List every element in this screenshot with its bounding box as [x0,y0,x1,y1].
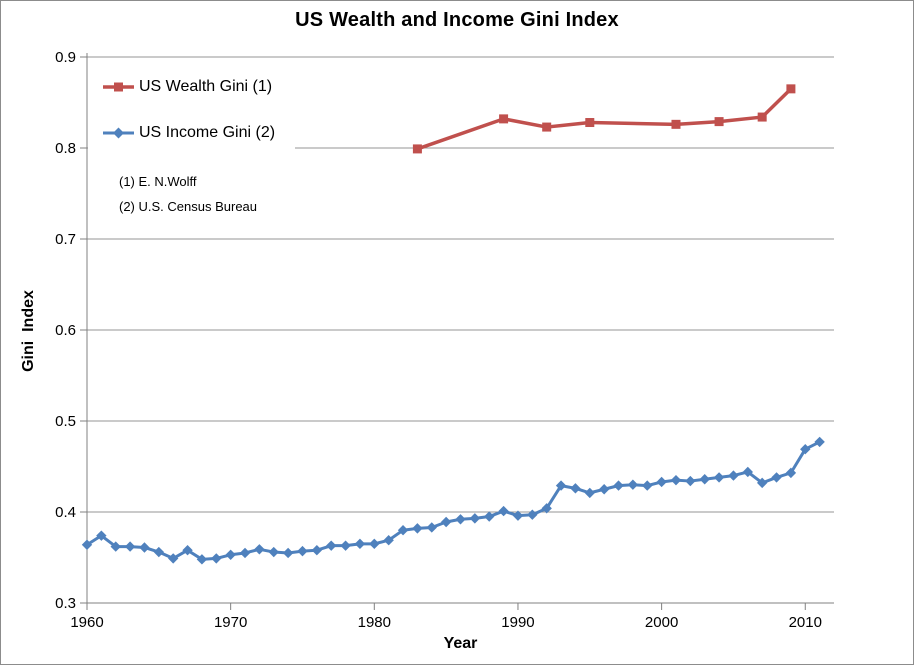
wealth-data-point [499,114,509,124]
income-data-point [613,480,624,491]
wealth-data-point [671,119,681,129]
income-data-point [383,535,394,546]
wealth-data-point [542,122,552,132]
x-tick-label: 1970 [214,614,247,631]
legend-item-income: US Income Gini (2) [103,123,275,143]
income-data-point [239,547,251,559]
chart-title: US Wealth and Income Gini Index [295,9,619,31]
income-data-point [598,484,610,495]
y-tick-label: 0.6 [55,322,76,339]
income-data-point [555,480,567,491]
income-data-point [182,545,193,556]
income-data-point [800,444,811,455]
income-data-point [785,467,797,479]
wealth-data-point [585,118,595,128]
income-data-point [412,523,423,534]
income-data-point [326,540,337,551]
income-data-point [642,480,653,491]
income-data-point [713,472,725,483]
income-data-point [340,540,351,551]
income-data-point [541,503,552,514]
income-data-point [167,553,179,564]
x-axis-title: Year [443,635,478,652]
legend-item-wealth: US Wealth Gini (1) [103,77,272,97]
income-data-point [570,483,581,494]
wealth-line-marker-icon [103,82,134,92]
x-tick-label: 2000 [645,614,678,631]
x-tick-label: 1980 [358,614,391,631]
income-data-point [254,544,265,555]
x-tick-label: 1960 [70,614,103,631]
y-tick-label: 0.7 [55,231,76,248]
x-tick-label: 1990 [501,614,534,631]
income-data-point [670,474,682,486]
y-tick-label: 0.5 [55,413,76,430]
income-data-point [369,538,380,550]
y-tick-label: 0.8 [55,140,76,157]
y-axis-title: Gini Index [20,290,37,372]
income-data-point [685,475,696,487]
y-tick-label: 0.4 [55,504,76,521]
income-data-point [268,546,279,558]
income-data-point [225,549,236,560]
income-data-point [527,509,538,520]
income-data-point [96,530,107,541]
wealth-data-point [412,144,422,154]
income-data-point [512,510,524,521]
income-data-point [297,545,308,557]
y-tick-label: 0.9 [55,49,76,66]
income-data-point [728,470,739,481]
income-data-point [756,477,768,489]
income-data-point [110,541,121,552]
income-data-point [440,516,452,528]
income-data-point [814,436,825,448]
income-data-point [153,546,165,558]
legend-label-wealth: US Wealth Gini (1) [139,78,273,95]
income-data-point [211,553,222,564]
income-data-point [455,514,466,525]
legend-label-income: US Income Gini (2) [139,124,276,141]
income-data-point [426,522,437,533]
income-series-line [86,440,821,561]
income-data-point [656,476,667,488]
wealth-data-point [786,84,796,94]
income-line-marker-icon [103,127,134,139]
income-data-point [584,487,595,499]
source-note-census: (2) U.S. Census Bureau [119,199,258,214]
income-data-point [139,542,150,553]
income-data-point [282,547,294,559]
x-tick-label: 2010 [789,614,822,631]
income-data-point [498,505,509,517]
y-tick-label: 0.3 [55,595,76,612]
income-data-point [81,539,93,550]
income-data-point [397,525,409,536]
income-data-point [771,472,782,483]
income-data-point [484,511,495,522]
income-data-point [124,541,136,552]
income-data-point [627,479,639,490]
wealth-data-point [757,112,767,122]
income-data-point [354,538,366,550]
income-data-point [469,513,481,524]
income-data-point [742,466,754,478]
income-data-point [699,474,710,485]
wealth-data-point [714,117,724,127]
income-data-point [196,554,208,565]
income-data-point [311,545,323,556]
source-note-wolff: (1) E. N.Wolff [119,174,197,189]
wealth-series-line [416,87,793,151]
